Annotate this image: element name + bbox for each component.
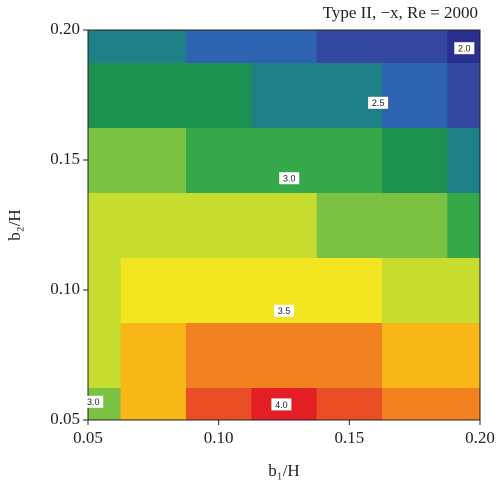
- cell: [120, 62, 187, 128]
- contour-label: 2.0: [458, 44, 471, 54]
- contour-label: 3.0: [283, 174, 296, 184]
- cell: [382, 30, 448, 63]
- cell: [382, 322, 448, 388]
- cell: [447, 62, 480, 128]
- cell: [120, 322, 187, 388]
- cell: [186, 127, 252, 193]
- cell: [316, 30, 383, 63]
- cell: [382, 192, 448, 258]
- contour-label-box: [274, 304, 294, 317]
- cell: [316, 257, 383, 323]
- cell: [316, 62, 383, 128]
- cell: [316, 322, 383, 388]
- x-tick-label: 0.10: [204, 428, 234, 447]
- y-tick-label: 0.05: [50, 409, 80, 428]
- cell: [88, 322, 122, 388]
- contour-label: 2.5: [372, 98, 385, 108]
- y-tick-label: 0.20: [50, 19, 80, 38]
- cell: [251, 62, 318, 128]
- cell: [382, 127, 448, 193]
- cell: [316, 387, 383, 420]
- contour-label-box: [454, 42, 475, 55]
- y-tick-label: 0.10: [50, 279, 80, 298]
- contour-label: 3.5: [278, 306, 291, 316]
- contour-label: 4.0: [275, 400, 288, 410]
- plot-frame: [87, 29, 481, 421]
- cell: [88, 62, 122, 128]
- cell: [88, 192, 122, 258]
- x-tick-label: 0.20: [465, 428, 495, 447]
- y-axis-label: b₂/H: [5, 209, 24, 240]
- cell: [316, 192, 383, 258]
- x-tick-label: 0.05: [73, 428, 103, 447]
- cell: [88, 127, 122, 193]
- cell: [447, 192, 480, 258]
- cell: [120, 30, 187, 63]
- x-tick-label: 0.15: [334, 428, 364, 447]
- cell: [382, 257, 448, 323]
- cell: [316, 127, 383, 193]
- x-axis-label: b₁/H: [268, 461, 299, 480]
- cell: [186, 387, 252, 420]
- cell: [447, 127, 480, 193]
- cell: [382, 387, 448, 420]
- cell: [120, 127, 187, 193]
- contour-label-box: [83, 395, 104, 408]
- chart-title: Type II, −x, Re = 2000: [323, 3, 478, 22]
- cell: [186, 62, 252, 128]
- cell: [186, 30, 252, 63]
- y-tick-label: 0.15: [50, 149, 80, 168]
- cell: [88, 257, 122, 323]
- cell: [447, 322, 480, 388]
- contour-label-box: [271, 398, 292, 411]
- cell: [120, 387, 187, 420]
- cell: [120, 192, 187, 258]
- cell: [251, 322, 318, 388]
- cell: [186, 257, 252, 323]
- cell: [120, 257, 187, 323]
- cell: [186, 322, 252, 388]
- cell: [251, 192, 318, 258]
- cell: [88, 30, 122, 63]
- contour-label: 3.0: [87, 397, 100, 407]
- plot-area: [88, 30, 480, 420]
- cell: [382, 62, 448, 128]
- cell: [447, 257, 480, 323]
- cell: [186, 192, 252, 258]
- contour-label-box: [368, 96, 389, 109]
- cell: [251, 30, 318, 63]
- contour-label-box: [279, 172, 300, 185]
- cell: [447, 387, 480, 420]
